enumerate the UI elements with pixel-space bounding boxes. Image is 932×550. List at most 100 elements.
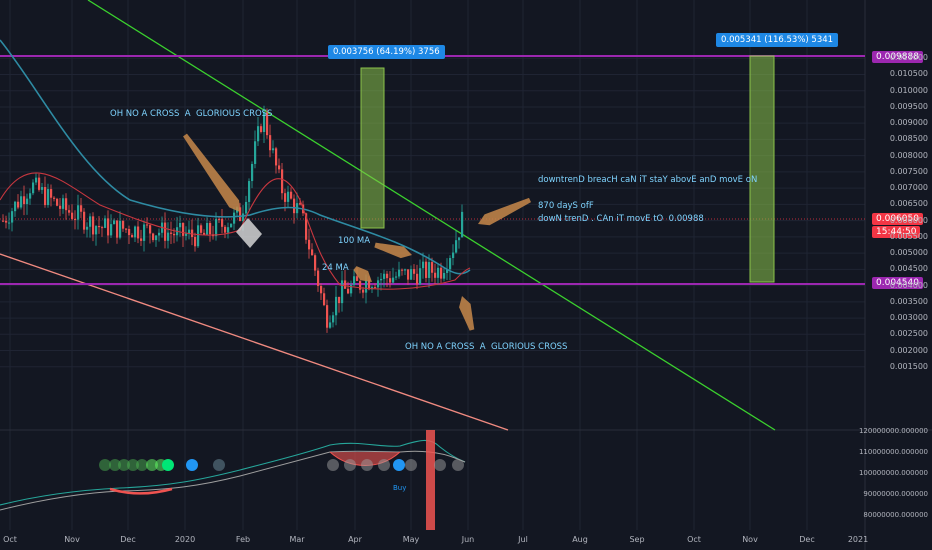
candle-body: [299, 203, 302, 205]
indicator-dot: [186, 459, 198, 471]
candle-body: [287, 191, 290, 202]
candle-body: [347, 288, 350, 294]
time-tick-label: 2021: [847, 535, 869, 544]
time-tick-label: 2020: [174, 535, 196, 544]
price-tick-label: 0.006000: [889, 215, 928, 225]
candle-body: [59, 205, 62, 209]
candle-body: [362, 289, 365, 293]
candle-body: [32, 182, 35, 194]
candle-body: [356, 276, 359, 282]
price-tick-label: 0.003000: [889, 313, 928, 323]
candle-body: [182, 222, 185, 236]
candle-body: [101, 227, 104, 229]
time-tick-label: Dec: [799, 535, 815, 544]
candle-body: [407, 269, 410, 280]
candle-body: [53, 197, 56, 199]
candle-body: [23, 196, 26, 205]
candle-body: [383, 273, 386, 279]
indicator-dot: [213, 459, 225, 471]
candle-body: [56, 198, 59, 206]
candle-body: [419, 268, 422, 285]
candle-body: [368, 280, 371, 290]
candle-body: [239, 207, 242, 221]
arrow-downtrend: [478, 197, 532, 226]
candle-body: [422, 261, 425, 269]
candle-body: [461, 211, 464, 238]
candle-body: [329, 322, 332, 328]
candle-body: [311, 249, 314, 256]
candle-body: [143, 224, 146, 241]
indicator-red-segment: [109, 487, 173, 495]
indicator-line-grey: [0, 450, 466, 511]
candle-body: [89, 216, 92, 227]
candle-body: [11, 211, 14, 223]
measure-box-1: [360, 67, 385, 229]
ma-24-line: [0, 172, 471, 290]
candle-body: [170, 232, 173, 234]
indicator-line-green: [0, 439, 466, 506]
candle-body: [251, 163, 254, 182]
candle-body: [128, 229, 131, 236]
candle-body: [35, 177, 38, 183]
indicator-tick-label: 90000000.000000: [863, 490, 928, 498]
annotation-ma100: 100 MA: [338, 236, 371, 246]
arrow-ma100: [374, 242, 412, 259]
candle-body: [416, 273, 419, 285]
annotation-cross-right: OH NO A CROSS A GLORIOUS CROSS: [405, 342, 568, 352]
indicator-tick-label: 80000000.000000: [863, 511, 928, 519]
candle-body: [392, 277, 395, 283]
candle-body: [146, 224, 149, 226]
candle-body: [38, 177, 41, 190]
price-tick-label: 0.005500: [889, 231, 928, 241]
candle-body: [425, 261, 428, 278]
price-tick-label: 0.008000: [889, 150, 928, 160]
candle-body: [230, 223, 233, 228]
candle-body: [398, 269, 401, 277]
downtrend-line: [87, 0, 776, 431]
candle-body: [308, 239, 311, 250]
measure-tag-2[interactable]: 0.005341 (116.53%) 5341: [716, 33, 839, 47]
time-tick-label: Nov: [742, 535, 758, 544]
candle-body: [107, 218, 110, 236]
price-label-countdown: 15:44:50: [872, 226, 921, 238]
candle-body: [434, 272, 437, 278]
candle-body: [77, 205, 80, 220]
candle-body: [50, 189, 53, 198]
candle-body: [140, 238, 143, 241]
candle-body: [452, 252, 455, 259]
measure-tag-1[interactable]: 0.003756 (64.19%) 3756: [328, 45, 445, 59]
indicator-tick-label: 110000000.000000: [858, 448, 928, 456]
candle-body: [149, 225, 152, 234]
candle-body: [104, 218, 107, 228]
candle-body: [203, 232, 206, 235]
candle-body: [113, 220, 116, 225]
candle-body: [62, 198, 65, 209]
candle-body: [350, 284, 353, 294]
price-tick-label: 0.010500: [889, 69, 928, 79]
price-tick-label: 0.007000: [889, 183, 928, 193]
ma-100-line: [0, 39, 471, 275]
time-tick-label: May: [402, 535, 420, 544]
candle-body: [206, 223, 209, 235]
candle-body: [167, 232, 170, 241]
candle-body: [5, 220, 8, 223]
indicator-tick-label: 120000000.000000: [858, 427, 928, 435]
candle-body: [83, 211, 86, 230]
candle-body: [260, 126, 263, 133]
candle-body: [131, 235, 134, 238]
candle-body: [359, 281, 362, 290]
arrow-cross-left: [183, 133, 240, 212]
candle-body: [194, 236, 197, 247]
candle-body: [386, 273, 389, 279]
time-tick-label: Oct: [3, 535, 17, 544]
candle-body: [332, 315, 335, 323]
candle-body: [65, 198, 68, 211]
candle-body: [8, 222, 11, 224]
candle-body: [266, 112, 269, 136]
candle-body: [449, 258, 452, 270]
candle-body: [2, 220, 5, 222]
candle-body: [125, 228, 128, 230]
time-tick-label: Sep: [629, 535, 645, 544]
